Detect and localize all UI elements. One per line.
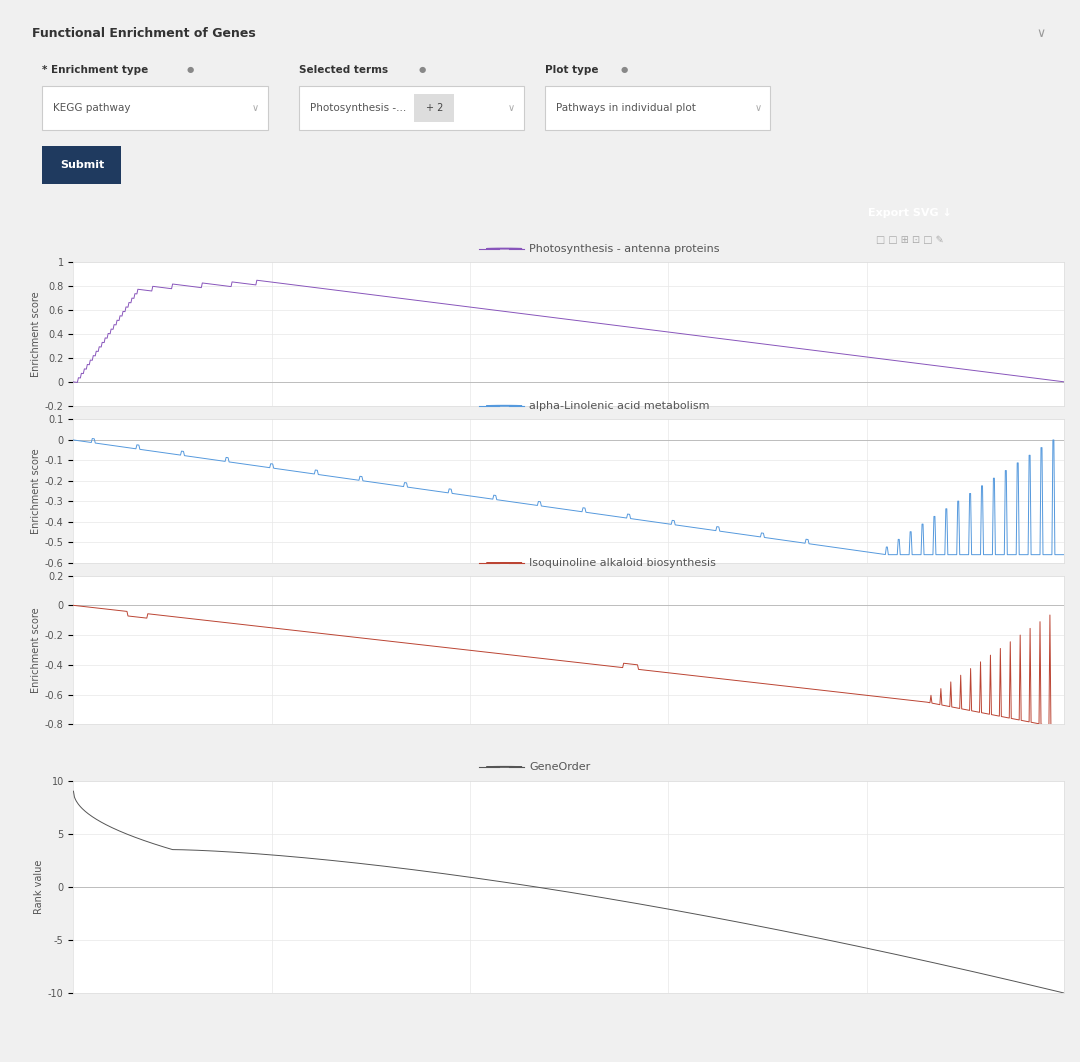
Y-axis label: Enrichment score: Enrichment score (30, 291, 41, 377)
Text: Functional Enrichment of Genes: Functional Enrichment of Genes (32, 28, 256, 40)
Text: ∨: ∨ (509, 103, 515, 114)
FancyBboxPatch shape (42, 86, 268, 131)
FancyBboxPatch shape (545, 86, 770, 131)
Text: ∨: ∨ (252, 103, 258, 114)
Text: Plot type: Plot type (545, 65, 598, 74)
Text: Selected terms: Selected terms (299, 65, 388, 74)
Text: □ □ ⊞ ⊡ □ ✎: □ □ ⊞ ⊡ □ ✎ (876, 235, 944, 245)
Text: alpha-Linolenic acid metabolism: alpha-Linolenic acid metabolism (529, 400, 710, 411)
Text: ●: ● (621, 65, 627, 74)
FancyBboxPatch shape (299, 86, 524, 131)
Text: ∨: ∨ (1037, 28, 1047, 40)
Text: + 2: + 2 (426, 103, 443, 114)
Text: ●: ● (187, 65, 194, 74)
FancyBboxPatch shape (415, 93, 454, 122)
Y-axis label: Enrichment score: Enrichment score (30, 448, 41, 534)
Text: GeneOrder: GeneOrder (529, 761, 591, 772)
Text: Photosynthesis -...: Photosynthesis -... (310, 103, 406, 114)
Text: ∨: ∨ (754, 103, 761, 114)
Text: Export SVG ↓: Export SVG ↓ (868, 208, 951, 219)
Text: Pathways in individual plot: Pathways in individual plot (556, 103, 696, 114)
FancyBboxPatch shape (42, 145, 121, 185)
Y-axis label: Rank value: Rank value (33, 859, 44, 914)
Text: * Enrichment type: * Enrichment type (42, 65, 149, 74)
Text: Submit: Submit (60, 160, 105, 170)
Text: Isoquinoline alkaloid biosynthesis: Isoquinoline alkaloid biosynthesis (529, 558, 716, 568)
Y-axis label: Enrichment score: Enrichment score (30, 607, 41, 692)
Text: ●: ● (418, 65, 426, 74)
Text: KEGG pathway: KEGG pathway (53, 103, 131, 114)
Text: Photosynthesis - antenna proteins: Photosynthesis - antenna proteins (529, 243, 719, 254)
